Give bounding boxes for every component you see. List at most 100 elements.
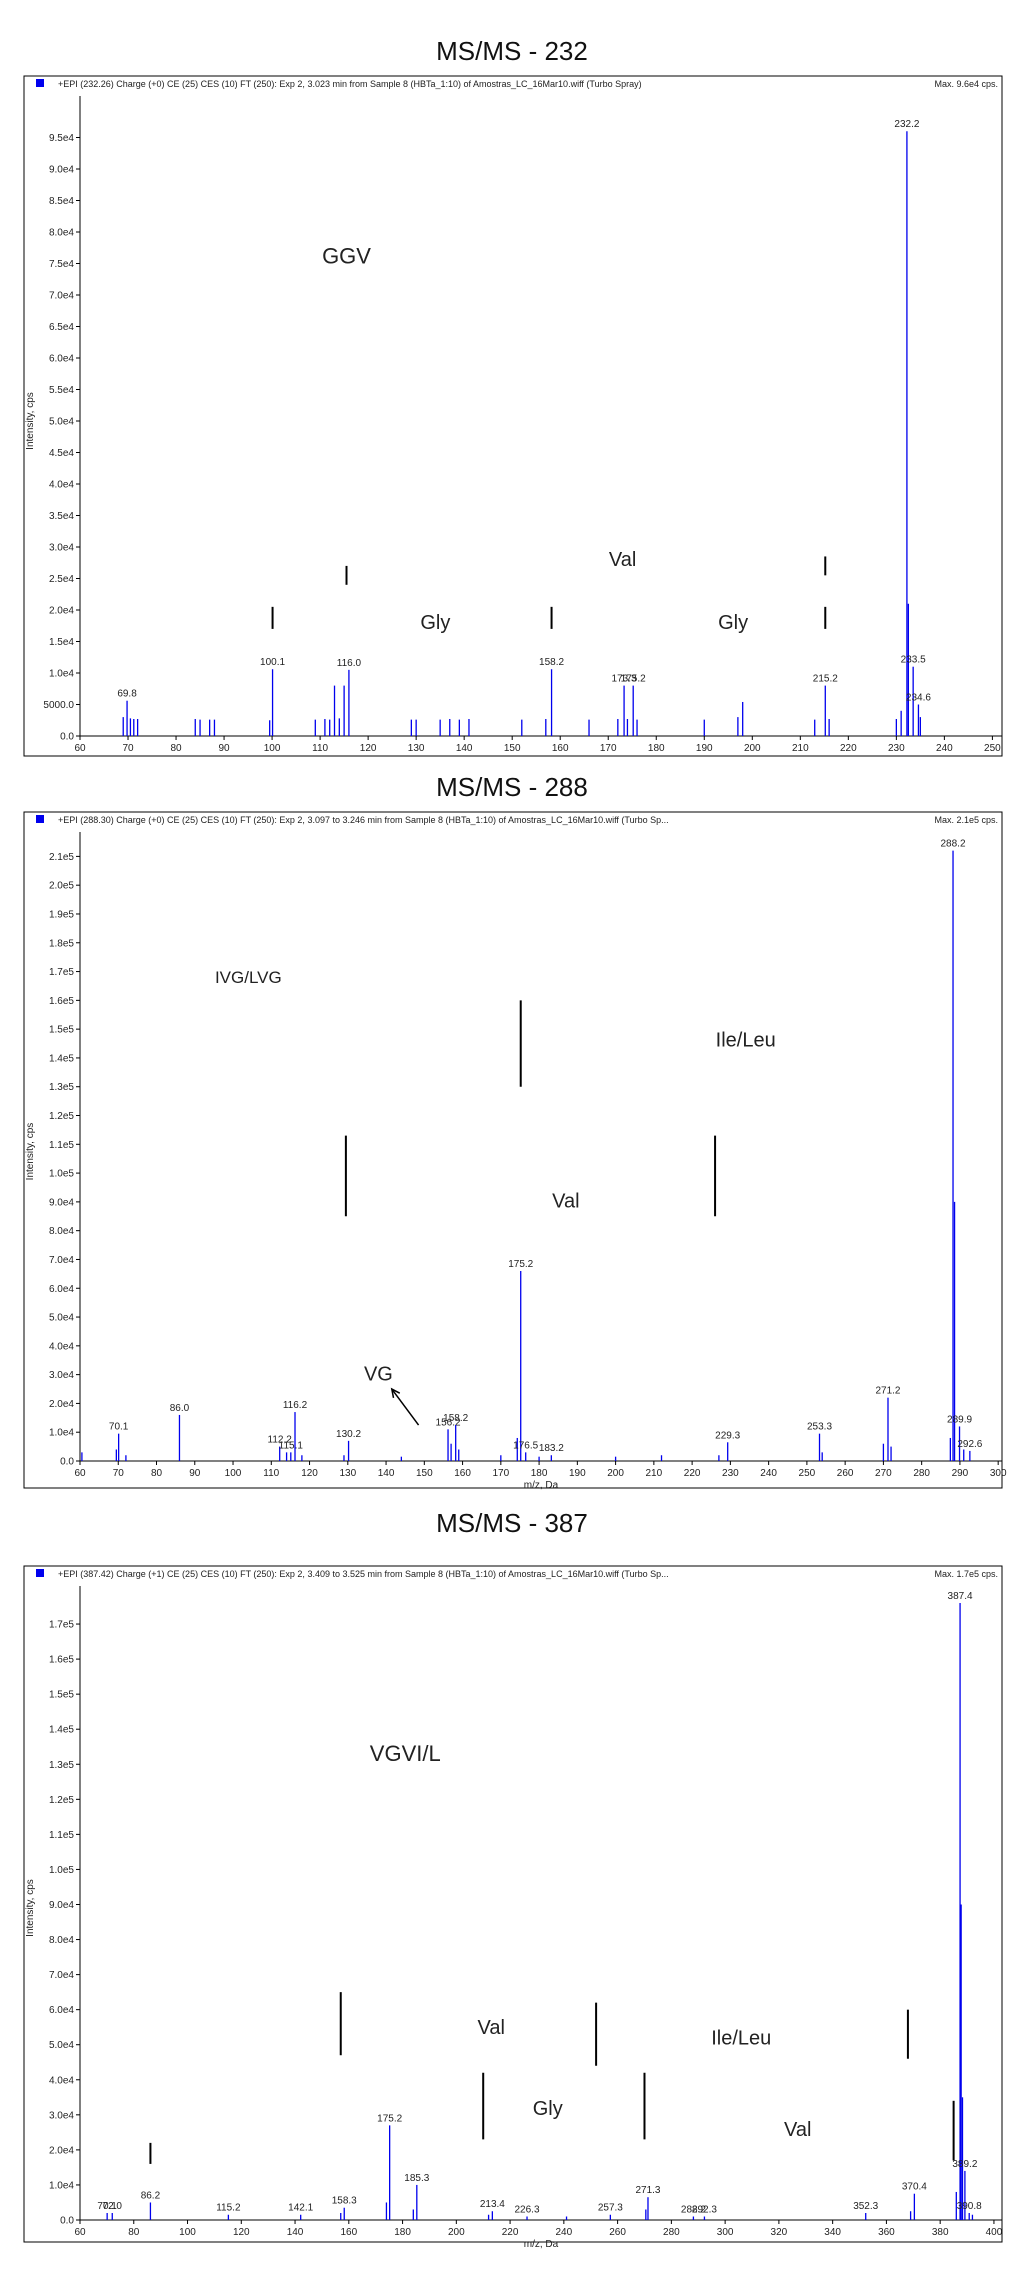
x-tick-label: 340 bbox=[824, 2227, 841, 2238]
y-axis-label: Intensity, cps bbox=[25, 1879, 36, 1937]
y-tick-label: 2.0e4 bbox=[49, 606, 74, 617]
x-tick-label: 160 bbox=[454, 1468, 471, 1479]
x-tick-label: 290 bbox=[952, 1468, 969, 1479]
peak-label: 229.3 bbox=[715, 1430, 740, 1441]
y-tick-label: 1.4e5 bbox=[49, 1725, 74, 1736]
arrow-head-icon bbox=[390, 1387, 401, 1399]
fragment-annotation: Gly bbox=[718, 612, 748, 634]
y-tick-label: 3.0e4 bbox=[49, 543, 74, 554]
x-tick-label: 60 bbox=[74, 2227, 86, 2238]
fragment-annotation: GGV bbox=[322, 244, 371, 269]
y-tick-label: 8.0e4 bbox=[49, 228, 74, 239]
annotation-arrow bbox=[391, 1388, 420, 1426]
peak-label: 390.8 bbox=[957, 2201, 982, 2212]
x-tick-label: 150 bbox=[504, 743, 521, 754]
y-tick-label: 4.0e4 bbox=[49, 1341, 74, 1352]
peak-label: 176.5 bbox=[513, 1440, 538, 1451]
plot-frame bbox=[23, 811, 1003, 1489]
peak-label: 130.2 bbox=[336, 1429, 361, 1440]
y-tick-label: 1.7e5 bbox=[49, 967, 74, 978]
peak-label: 116.0 bbox=[337, 658, 362, 669]
x-tick-label: 180 bbox=[648, 743, 665, 754]
y-tick-label: 1.9e5 bbox=[49, 909, 74, 920]
peak-label: 352.3 bbox=[853, 2201, 878, 2212]
x-tick-label: 120 bbox=[360, 743, 377, 754]
y-tick-label: 2.0e4 bbox=[49, 2145, 74, 2156]
x-tick-label: 80 bbox=[170, 743, 182, 754]
x-tick-label: 240 bbox=[760, 1468, 777, 1479]
x-tick-label: 280 bbox=[913, 1468, 930, 1479]
fragment-annotation: VGVI/L bbox=[370, 1741, 441, 1766]
x-tick-label: 100 bbox=[264, 743, 281, 754]
y-tick-label: 6.0e4 bbox=[49, 354, 74, 365]
peak-label: 292.6 bbox=[957, 1439, 982, 1450]
y-tick-label: 1.0e4 bbox=[49, 2180, 74, 2191]
x-tick-label: 250 bbox=[984, 743, 1001, 754]
y-tick-label: 1.8e5 bbox=[49, 938, 74, 949]
peak-label: 158.2 bbox=[539, 657, 564, 668]
fragment-annotation: Val bbox=[478, 2017, 505, 2039]
x-tick-label: 210 bbox=[792, 743, 809, 754]
peak-label: 158.2 bbox=[443, 1413, 468, 1424]
x-tick-label: 190 bbox=[569, 1468, 586, 1479]
y-tick-label: 3.0e4 bbox=[49, 1370, 74, 1381]
spectrum-chart-387: +EPI (387.42) Charge (+1) CE (25) CES (1… bbox=[23, 1565, 1003, 2250]
fragment-annotation: Val bbox=[609, 549, 636, 571]
y-tick-label: 1.2e5 bbox=[49, 1795, 74, 1806]
x-tick-label: 140 bbox=[456, 743, 473, 754]
fragment-annotation: Gly bbox=[420, 612, 450, 634]
x-tick-label: 250 bbox=[799, 1468, 816, 1479]
x-tick-label: 90 bbox=[219, 743, 231, 754]
plot-frame bbox=[23, 75, 1003, 757]
x-tick-label: 230 bbox=[722, 1468, 739, 1479]
x-tick-label: 270 bbox=[875, 1468, 892, 1479]
peak-label: 100.1 bbox=[260, 657, 285, 668]
x-tick-label: 90 bbox=[189, 1468, 201, 1479]
x-tick-label: 170 bbox=[492, 1468, 509, 1479]
y-tick-label: 1.5e5 bbox=[49, 1690, 74, 1701]
x-tick-label: 160 bbox=[340, 2227, 357, 2238]
y-tick-label: 1.0e5 bbox=[49, 1169, 74, 1180]
y-tick-label: 5.0e4 bbox=[49, 417, 74, 428]
y-tick-label: 9.0e4 bbox=[49, 165, 74, 176]
y-tick-label: 1.0e5 bbox=[49, 1865, 74, 1876]
y-tick-label: 3.5e4 bbox=[49, 511, 74, 522]
x-tick-label: 170 bbox=[600, 743, 617, 754]
max-intensity-label: Max. 9.6e4 cps. bbox=[934, 79, 998, 89]
y-tick-label: 1.7e5 bbox=[49, 1620, 74, 1631]
y-tick-label: 1.1e5 bbox=[49, 1830, 74, 1841]
spectrum-chart-288: +EPI (288.30) Charge (+0) CE (25) CES (1… bbox=[23, 811, 1007, 1491]
peak-label: 86.2 bbox=[141, 2190, 161, 2201]
peak-label: 142.1 bbox=[288, 2203, 313, 2214]
peak-label: 257.3 bbox=[598, 2203, 623, 2214]
y-tick-label: 5000.0 bbox=[43, 700, 74, 711]
x-tick-label: 110 bbox=[263, 1468, 279, 1479]
x-tick-label: 230 bbox=[888, 743, 905, 754]
peak-label: 175.2 bbox=[621, 674, 646, 685]
y-tick-label: 1.5e4 bbox=[49, 637, 74, 648]
y-tick-label: 5.0e4 bbox=[49, 2040, 74, 2051]
peak-label: 185.3 bbox=[404, 2173, 429, 2184]
legend-square-icon bbox=[36, 79, 44, 87]
peak-label: 173.3 bbox=[612, 674, 637, 685]
peak-label: 156.2 bbox=[436, 1417, 461, 1428]
x-tick-label: 110 bbox=[312, 743, 328, 754]
y-tick-label: 9.5e4 bbox=[49, 133, 74, 144]
y-tick-label: 1.4e5 bbox=[49, 1053, 74, 1064]
y-tick-label: 0.0 bbox=[60, 1457, 74, 1468]
peak-label: 271.3 bbox=[635, 2185, 660, 2196]
x-tick-label: 220 bbox=[684, 1468, 701, 1479]
x-tick-label: 130 bbox=[408, 743, 425, 754]
x-tick-label: 280 bbox=[663, 2227, 680, 2238]
x-tick-label: 380 bbox=[932, 2227, 949, 2238]
y-tick-label: 0.0 bbox=[60, 732, 74, 743]
x-tick-label: 200 bbox=[744, 743, 761, 754]
peak-label: 232.2 bbox=[894, 119, 919, 130]
peak-label: 233.5 bbox=[901, 655, 926, 666]
y-tick-label: 1.6e5 bbox=[49, 1655, 74, 1666]
x-tick-label: 180 bbox=[531, 1468, 548, 1479]
peak-label: 253.3 bbox=[807, 1422, 832, 1433]
peak-label: 226.3 bbox=[515, 2204, 540, 2215]
fragment-annotation: Val bbox=[552, 1191, 579, 1213]
y-tick-label: 5.0e4 bbox=[49, 1313, 74, 1324]
